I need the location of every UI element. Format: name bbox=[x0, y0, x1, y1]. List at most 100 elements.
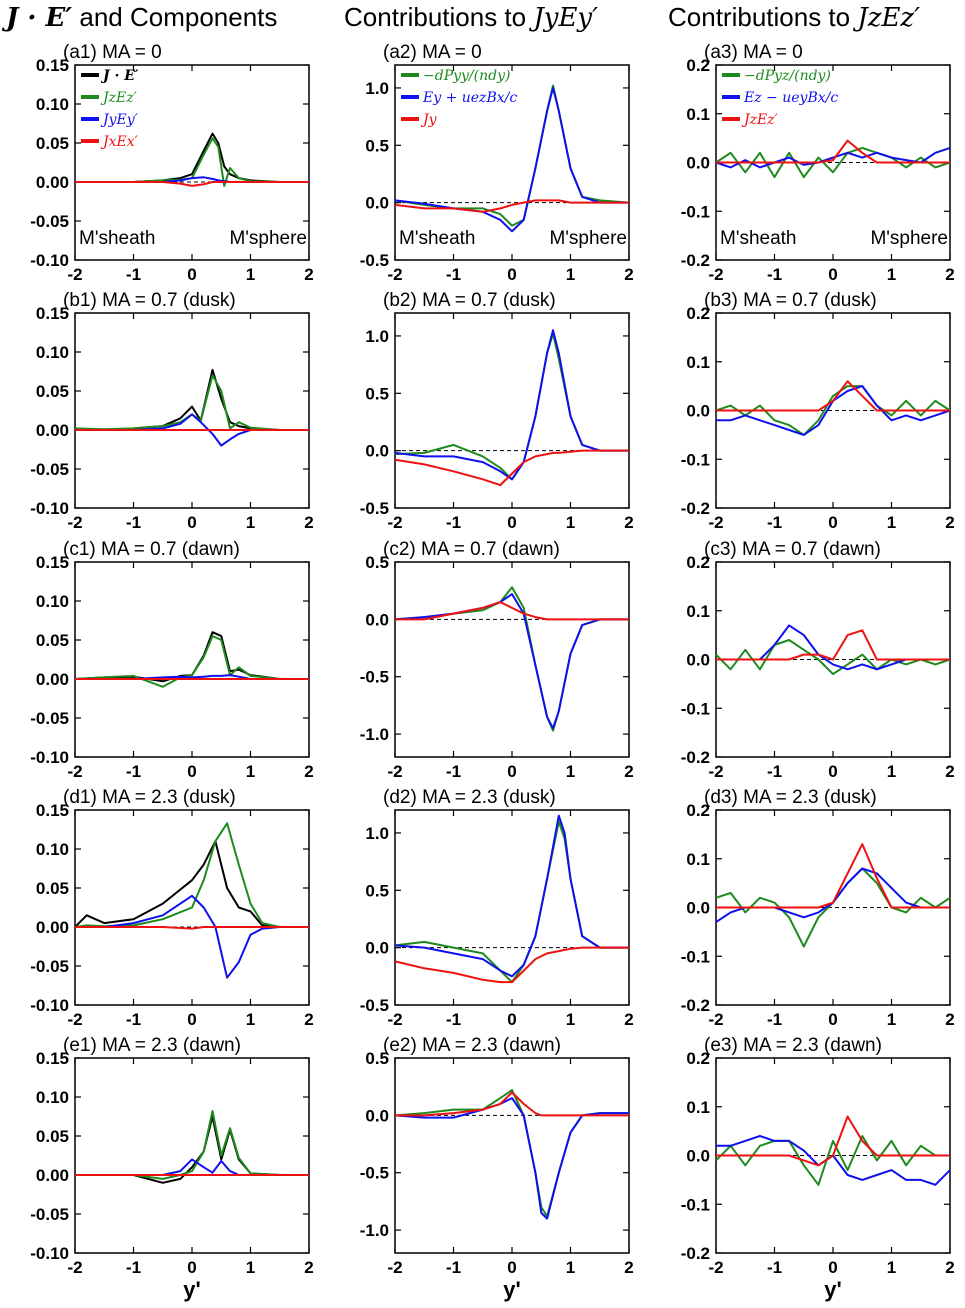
x-tick-label: -1 bbox=[126, 513, 141, 532]
y-tick-label: -0.05 bbox=[30, 957, 69, 976]
panel-label: (a3) MA = 0 bbox=[704, 42, 803, 63]
legend-label: JyEy′ bbox=[100, 112, 139, 128]
x-tick-label: -1 bbox=[446, 265, 461, 284]
y-tick-label: 0.10 bbox=[36, 1088, 69, 1107]
y-tick-label: 0.05 bbox=[36, 134, 69, 153]
y-tick-label: 0.00 bbox=[36, 918, 69, 937]
series-line-black bbox=[75, 841, 309, 927]
x-tick-label: 0 bbox=[187, 265, 196, 284]
series-line-red bbox=[716, 141, 950, 163]
y-tick-label: -0.05 bbox=[30, 1205, 69, 1224]
legend-label: −dPyz/(ndy) bbox=[744, 68, 831, 84]
x-tick-label: 2 bbox=[624, 762, 633, 781]
x-tick-label: -1 bbox=[446, 762, 461, 781]
x-tick-label: -2 bbox=[387, 1258, 402, 1277]
x-tick-label: 0 bbox=[828, 265, 837, 284]
y-tick-label: 0.5 bbox=[365, 881, 389, 900]
x-tick-label: 2 bbox=[624, 513, 633, 532]
x-tick-label: -2 bbox=[67, 265, 82, 284]
x-tick-label: 1 bbox=[566, 265, 575, 284]
panel-c3: -2 -1 0 1 20.20.10.0-0.1-0.2(c3) MA = 0.7 (d… bbox=[681, 539, 955, 781]
series-line-blue bbox=[395, 816, 629, 977]
legend-label: Ez − ueyBx/c bbox=[743, 90, 838, 106]
region-label-left: M'sheath bbox=[720, 228, 797, 249]
x-axis-label: y' bbox=[824, 1277, 841, 1302]
panel-label: (d2) MA = 2.3 (dusk) bbox=[383, 787, 556, 808]
x-tick-label: 0 bbox=[187, 1010, 196, 1029]
legend-label: Jy bbox=[420, 112, 438, 128]
x-tick-label: 0 bbox=[187, 513, 196, 532]
panel-e2: -2 -1 0 1 20.50.0-0.5-1.0(e2) MA = 2.3 (dawn… bbox=[360, 1035, 634, 1302]
region-label-right: M'sphere bbox=[229, 228, 307, 249]
x-tick-label: 0 bbox=[507, 762, 516, 781]
series-line-blue bbox=[716, 869, 950, 923]
y-tick-label: -0.05 bbox=[30, 460, 69, 479]
panel-label: (d3) MA = 2.3 (dusk) bbox=[704, 787, 877, 808]
x-tick-label: 0 bbox=[828, 513, 837, 532]
plot-frame bbox=[75, 562, 309, 757]
y-tick-label: -1.0 bbox=[360, 1221, 389, 1240]
plot-frame bbox=[75, 313, 309, 508]
panel-label: (b1) MA = 0.7 (dusk) bbox=[63, 290, 236, 311]
y-tick-label: -0.1 bbox=[681, 202, 710, 221]
x-tick-label: 1 bbox=[566, 513, 575, 532]
x-tick-label: -2 bbox=[67, 1010, 82, 1029]
panel-e1: -2 -1 0 1 2 0.15 0.10 0.05 0.00 -0.05 -0.10 (e1) MA… bbox=[30, 1035, 313, 1302]
y-tick-label: 0.0 bbox=[686, 1147, 710, 1166]
legend-label: JxEx′ bbox=[100, 134, 139, 150]
panel-label: (a1) MA = 0 bbox=[63, 42, 162, 63]
series-line-red bbox=[716, 630, 950, 659]
x-tick-label: 2 bbox=[945, 1010, 954, 1029]
x-tick-label: 1 bbox=[246, 265, 255, 284]
x-tick-label: -1 bbox=[767, 1258, 782, 1277]
panel-c2: -2 -1 0 1 2 0.5 0.0 -0.5 -1.0 (c2) MA = 0.7 (dawn… bbox=[360, 539, 634, 781]
y-tick-label: 0.0 bbox=[365, 1106, 389, 1125]
x-tick-label: 2 bbox=[945, 1258, 954, 1277]
y-tick-label: 0.0 bbox=[365, 939, 389, 958]
x-tick-label: -1 bbox=[126, 1258, 141, 1277]
y-tick-label: -0.5 bbox=[360, 251, 389, 270]
region-label-right: M'sphere bbox=[870, 228, 948, 249]
x-tick-label: -1 bbox=[767, 1010, 782, 1029]
y-tick-label: 0.5 bbox=[365, 136, 389, 155]
x-tick-label: 1 bbox=[887, 762, 896, 781]
series-line-green bbox=[75, 375, 309, 430]
y-tick-label: 0.1 bbox=[686, 850, 710, 869]
y-tick-label: 0.05 bbox=[36, 879, 69, 898]
y-tick-label: -1.0 bbox=[360, 725, 389, 744]
x-tick-label: 2 bbox=[624, 265, 633, 284]
x-tick-label: 1 bbox=[566, 762, 575, 781]
panel-label: (e2) MA = 2.3 (dawn) bbox=[383, 1035, 561, 1056]
series-line-black bbox=[75, 1117, 309, 1183]
x-tick-label: 0 bbox=[507, 513, 516, 532]
y-tick-label: 0.00 bbox=[36, 670, 69, 689]
panel-label: (e1) MA = 2.3 (dawn) bbox=[63, 1035, 241, 1056]
series-line-green bbox=[75, 1111, 309, 1179]
y-tick-label: -0.1 bbox=[681, 450, 710, 469]
x-tick-label: -2 bbox=[708, 1258, 723, 1277]
y-tick-label: -0.05 bbox=[30, 709, 69, 728]
y-tick-label: -0.5 bbox=[360, 499, 389, 518]
legend-label: Ey + uezBx/c bbox=[422, 90, 517, 106]
series-line-green bbox=[75, 823, 309, 927]
x-tick-label: 0 bbox=[507, 1258, 516, 1277]
y-tick-label: 0.1 bbox=[686, 602, 710, 621]
region-label-left: M'sheath bbox=[79, 228, 156, 249]
x-tick-label: 0 bbox=[187, 762, 196, 781]
y-tick-label: 0.10 bbox=[36, 840, 69, 859]
y-tick-label: 0.00 bbox=[36, 1166, 69, 1185]
y-tick-label: -0.1 bbox=[681, 947, 710, 966]
y-tick-label: 1.0 bbox=[365, 79, 389, 98]
x-tick-label: 2 bbox=[624, 1258, 633, 1277]
x-tick-label: -2 bbox=[387, 513, 402, 532]
y-tick-label: 0.05 bbox=[36, 1127, 69, 1146]
panel-c1: -2 -1 0 1 20.150.100.050.00-0.05-0.10(c1) MA… bbox=[30, 539, 313, 781]
x-tick-label: -1 bbox=[126, 762, 141, 781]
panel-a2: -2 -1 0 1 21.00.50.0-0.5(a2) MA = 0−dPyy/(nd… bbox=[360, 42, 634, 284]
x-tick-label: 1 bbox=[887, 1010, 896, 1029]
x-axis-label: y' bbox=[183, 1277, 200, 1302]
y-tick-label: 1.0 bbox=[365, 824, 389, 843]
x-tick-label: 1 bbox=[246, 513, 255, 532]
y-tick-label: -0.10 bbox=[30, 499, 69, 518]
x-tick-label: 1 bbox=[246, 762, 255, 781]
